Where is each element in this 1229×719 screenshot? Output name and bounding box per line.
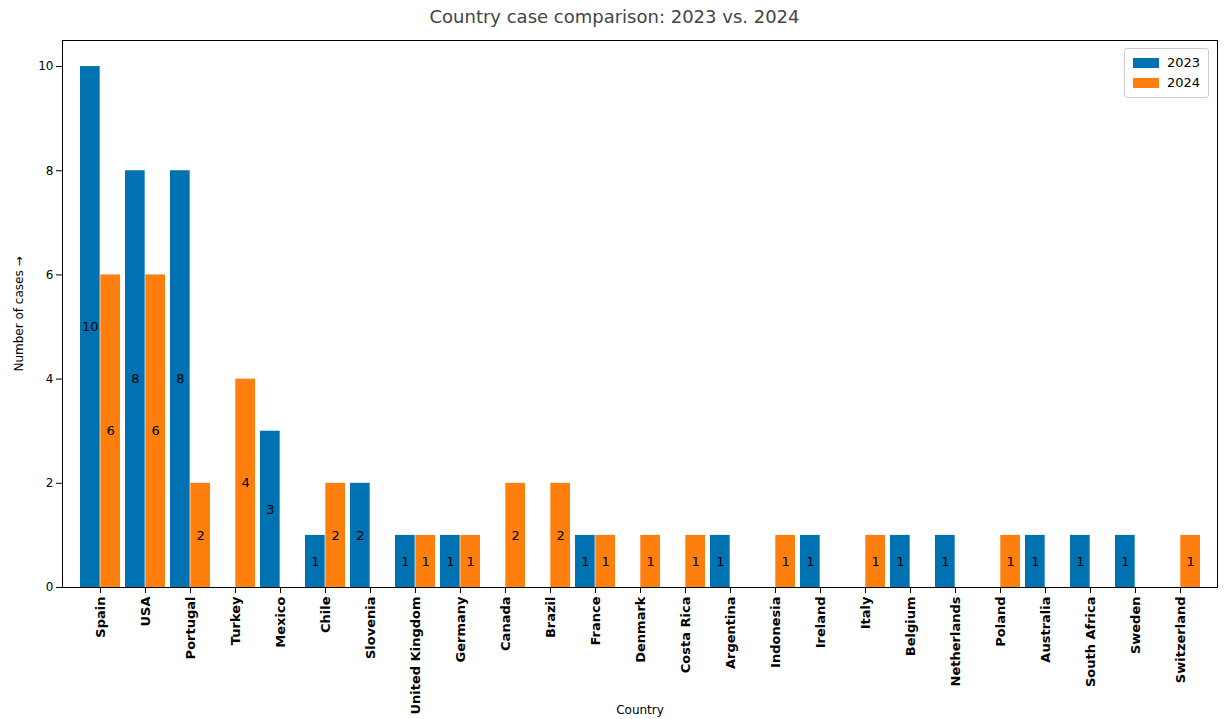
svg-text:Italy: Italy — [858, 596, 873, 629]
svg-text:8: 8 — [46, 164, 54, 178]
svg-text:8: 8 — [131, 371, 139, 386]
svg-text:1: 1 — [782, 554, 790, 569]
svg-text:Portugal: Portugal — [183, 597, 198, 660]
svg-text:1: 1 — [602, 554, 610, 569]
svg-text:Germany: Germany — [453, 596, 468, 662]
svg-text:6: 6 — [107, 423, 115, 438]
svg-text:Costa Rica: Costa Rica — [678, 597, 693, 674]
svg-text:Poland: Poland — [993, 597, 1008, 647]
svg-text:1: 1 — [1121, 554, 1129, 569]
svg-text:4: 4 — [46, 372, 54, 386]
svg-text:Australia: Australia — [1038, 597, 1053, 663]
svg-text:1: 1 — [422, 554, 430, 569]
svg-text:1: 1 — [806, 554, 814, 569]
html-text:2024: 2024 — [1166, 75, 1200, 90]
svg-text:1: 1 — [446, 554, 454, 569]
svg-text:1: 1 — [647, 554, 655, 569]
svg-text:Sweden: Sweden — [1128, 597, 1143, 655]
svg-text:1: 1 — [401, 554, 409, 569]
html-text:2023: 2023 — [1166, 55, 1200, 70]
svg-text:South Africa: South Africa — [1083, 597, 1098, 688]
svg-text:2: 2 — [356, 528, 364, 543]
svg-text:2: 2 — [332, 528, 340, 543]
svg-text:France: France — [588, 596, 603, 645]
svg-text:Spain: Spain — [93, 597, 108, 638]
svg-text:1: 1 — [692, 554, 700, 569]
svg-text:3: 3 — [266, 502, 274, 517]
svg-text:2: 2 — [46, 476, 54, 490]
svg-text:1: 1 — [716, 554, 724, 569]
svg-text:Canada: Canada — [498, 597, 513, 651]
svg-text:2: 2 — [512, 528, 520, 543]
svg-text:Mexico: Mexico — [273, 596, 288, 647]
svg-text:2: 2 — [557, 528, 565, 543]
svg-text:1: 1 — [311, 554, 319, 569]
svg-text:Chile: Chile — [318, 596, 333, 633]
svg-text:Netherlands: Netherlands — [948, 596, 963, 686]
svg-text:1: 1 — [1007, 554, 1015, 569]
svg-text:10: 10 — [38, 59, 53, 73]
svg-text:Denmark: Denmark — [633, 596, 648, 663]
svg-text:Turkey: Turkey — [228, 596, 243, 645]
svg-text:1: 1 — [941, 554, 949, 569]
svg-text:Number of cases →: Number of cases → — [12, 256, 26, 371]
svg-text:1: 1 — [581, 554, 589, 569]
svg-text:Brazil: Brazil — [543, 597, 558, 639]
svg-text:1: 1 — [1076, 554, 1084, 569]
svg-text:Argentina: Argentina — [723, 597, 738, 670]
svg-text:10: 10 — [82, 319, 99, 334]
svg-text:1: 1 — [872, 554, 880, 569]
svg-text:4: 4 — [242, 475, 250, 490]
svg-text:Belgium: Belgium — [903, 597, 918, 657]
svg-text:8: 8 — [176, 371, 184, 386]
html-text:Country case comparison: 2023: Country case comparison: 2023 vs. 2024 — [429, 6, 800, 27]
svg-text:Country: Country — [616, 703, 664, 717]
svg-text:1: 1 — [896, 554, 904, 569]
svg-text:USA: USA — [138, 597, 153, 627]
svg-text:Slovenia: Slovenia — [363, 597, 378, 660]
svg-text:1: 1 — [467, 554, 475, 569]
svg-text:6: 6 — [152, 423, 160, 438]
svg-text:1: 1 — [1031, 554, 1039, 569]
svg-text:2: 2 — [197, 528, 205, 543]
svg-text:Indonesia: Indonesia — [768, 597, 783, 668]
svg-text:Switzerland: Switzerland — [1173, 597, 1188, 684]
svg-text:Ireland: Ireland — [813, 597, 828, 649]
svg-text:1: 1 — [1187, 554, 1195, 569]
svg-text:0: 0 — [46, 580, 54, 594]
svg-text:United Kingdom: United Kingdom — [408, 597, 423, 715]
svg-text:6: 6 — [46, 268, 54, 282]
